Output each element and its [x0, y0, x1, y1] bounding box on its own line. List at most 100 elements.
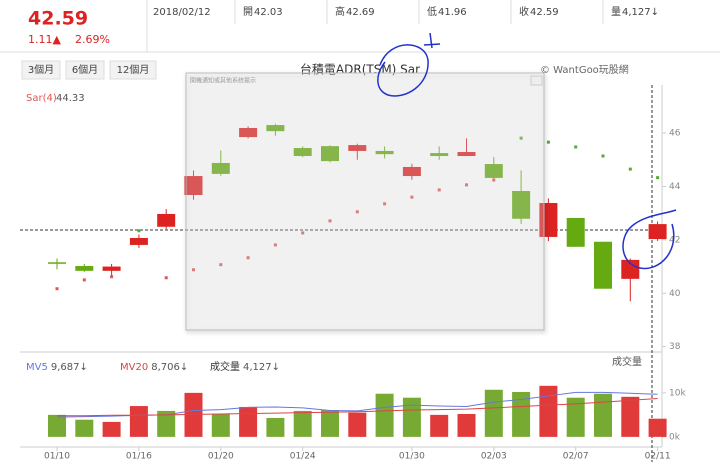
field-label: 開	[243, 6, 253, 18]
volume-bar	[430, 414, 449, 437]
x-tick-label: 01/16	[126, 452, 152, 462]
ma-line	[57, 398, 658, 417]
volume-bar	[266, 417, 285, 437]
volume-bar	[239, 406, 258, 437]
sar-dot	[574, 145, 578, 149]
sar-dot	[628, 167, 632, 171]
field-label: 量	[611, 6, 621, 18]
candle-body	[157, 213, 176, 227]
price: 42.59	[28, 8, 88, 30]
range-button[interactable]	[65, 60, 105, 80]
sar-dot	[273, 243, 277, 247]
candle-body	[457, 152, 476, 157]
candle-body	[75, 266, 94, 271]
popup[interactable]	[185, 72, 545, 331]
y-tick-label: 10k	[669, 388, 686, 398]
sar-dot	[301, 231, 305, 235]
legend-value: 4,127↓	[243, 362, 280, 373]
x-tick-label: 01/10	[44, 452, 70, 462]
legend-name: Sar(4)	[26, 93, 57, 104]
annotation-circle	[377, 44, 429, 97]
volume-bar	[348, 412, 367, 437]
sar-dot	[519, 136, 523, 140]
x-tick-label: 02/03	[481, 452, 507, 462]
legend-value: 44.33	[56, 93, 85, 104]
range-label[interactable]: 12個月	[117, 63, 150, 76]
x-tick-label: 02/07	[563, 452, 589, 462]
candle-body	[375, 150, 394, 155]
candle-body	[129, 237, 148, 245]
candle-body	[266, 125, 285, 132]
annotation-stroke	[423, 32, 441, 49]
field-value: 42.69	[346, 7, 375, 18]
popup-text: 開機通知或其他系統提示	[190, 77, 256, 85]
candle-body	[566, 217, 585, 247]
popup-close[interactable]	[530, 75, 543, 86]
sar-dot	[246, 256, 250, 260]
y-tick-label: 42	[669, 235, 680, 245]
x-tick-label: 02/11	[645, 452, 671, 462]
field-label: 收	[519, 5, 529, 18]
field-label: 高	[335, 5, 345, 18]
x-tick-label: 01/24	[290, 452, 316, 462]
annotation-circle	[622, 209, 677, 270]
volume-bar	[293, 410, 312, 437]
credit: © WantGoo玩股網	[540, 63, 629, 76]
sar-dot	[492, 178, 496, 182]
volume-bar	[75, 419, 94, 437]
volume-bar	[648, 418, 667, 437]
volume-bar	[621, 396, 640, 437]
candle-body	[348, 145, 367, 151]
field-value: 42.03	[254, 7, 283, 18]
sar-dot	[465, 183, 468, 187]
sar-dot	[55, 287, 59, 291]
pane-title: 成交量	[612, 355, 642, 368]
sar-dot	[410, 195, 414, 199]
candle-body	[293, 148, 312, 157]
volume-bar	[102, 421, 121, 437]
range-button[interactable]	[21, 60, 61, 80]
volume-bar	[157, 410, 176, 437]
candle-body	[402, 166, 421, 177]
sar-dot	[656, 176, 660, 180]
field-value: 41.96	[438, 7, 467, 18]
volume-bar	[211, 413, 230, 437]
date: 2018/02/12	[153, 7, 211, 18]
candle-body	[484, 164, 503, 178]
legend-name: MV5	[26, 362, 48, 373]
y-tick-label: 44	[669, 182, 681, 192]
candle-body	[48, 262, 66, 264]
volume-bar	[321, 410, 339, 437]
sar-dot	[383, 202, 387, 206]
legend-name: 成交量	[210, 360, 240, 373]
candle-body	[102, 266, 121, 271]
legend-value: 9,687↓	[51, 362, 88, 373]
range-label[interactable]: 6個月	[72, 63, 98, 76]
legend-name: MV20	[120, 362, 148, 373]
y-tick-label: 38	[669, 342, 681, 352]
range-label[interactable]: 3個月	[28, 63, 54, 76]
candle-body	[512, 190, 531, 219]
volume-bar	[48, 414, 66, 437]
candle-body	[184, 176, 203, 196]
range-button[interactable]	[109, 60, 157, 80]
y-tick-label: 40	[669, 289, 681, 299]
volume-bar	[539, 385, 558, 437]
candle-body	[648, 224, 667, 240]
volume-bar	[566, 397, 585, 437]
field-label: 低	[427, 5, 437, 18]
sar-dot	[137, 229, 141, 233]
volume-bar	[512, 391, 531, 437]
sar-dot	[328, 219, 332, 223]
candle-body	[239, 127, 258, 138]
volume-bar	[375, 393, 394, 437]
candle-body	[621, 259, 640, 279]
volume-bar	[594, 393, 612, 437]
candle-body	[594, 241, 612, 289]
field-value: 42.59	[530, 7, 559, 18]
candle-body	[430, 153, 449, 157]
sar-dot	[355, 210, 359, 214]
candle-body	[321, 146, 339, 162]
candle-body	[211, 162, 230, 174]
